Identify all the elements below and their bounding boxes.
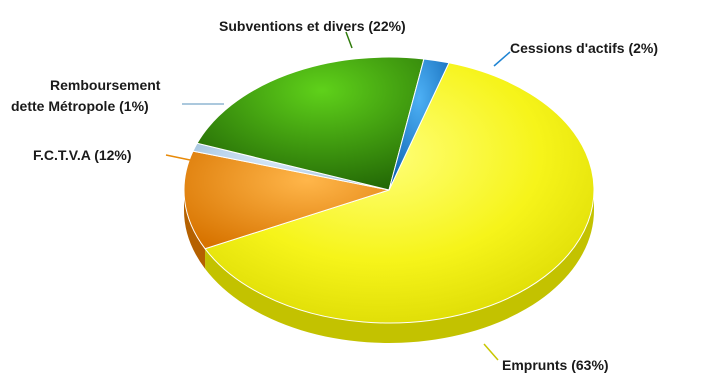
slice-label-subventions: Subventions et divers (22%) (219, 18, 406, 34)
leader-line-cessions (493, 51, 511, 67)
leader-line-fctva (165, 154, 191, 161)
pie-slice-emprunts (204, 62, 595, 324)
pie-slice-cessions (388, 58, 450, 191)
slice-label-emprunts: Emprunts (63%) (502, 357, 609, 373)
pie-tops (183, 56, 595, 324)
slice-label-fctva: F.C.T.V.A (12%) (33, 147, 132, 163)
slice-label-remboursement-line1: Remboursement (50, 77, 161, 93)
pie-slice-fctva (183, 150, 390, 250)
pie-slice-subventions (196, 56, 425, 191)
slice-label-remboursement-line2: dette Métropole (1%) (11, 98, 149, 114)
leader-line-emprunts (483, 343, 499, 361)
leader-line-subventions (345, 31, 353, 49)
pie-side-fctva (184, 190, 206, 269)
slice-label-cessions: Cessions d'actifs (2%) (510, 40, 658, 56)
pie-sides (184, 190, 595, 344)
pie-side-emprunts (205, 190, 595, 344)
leader-lines (165, 31, 511, 361)
